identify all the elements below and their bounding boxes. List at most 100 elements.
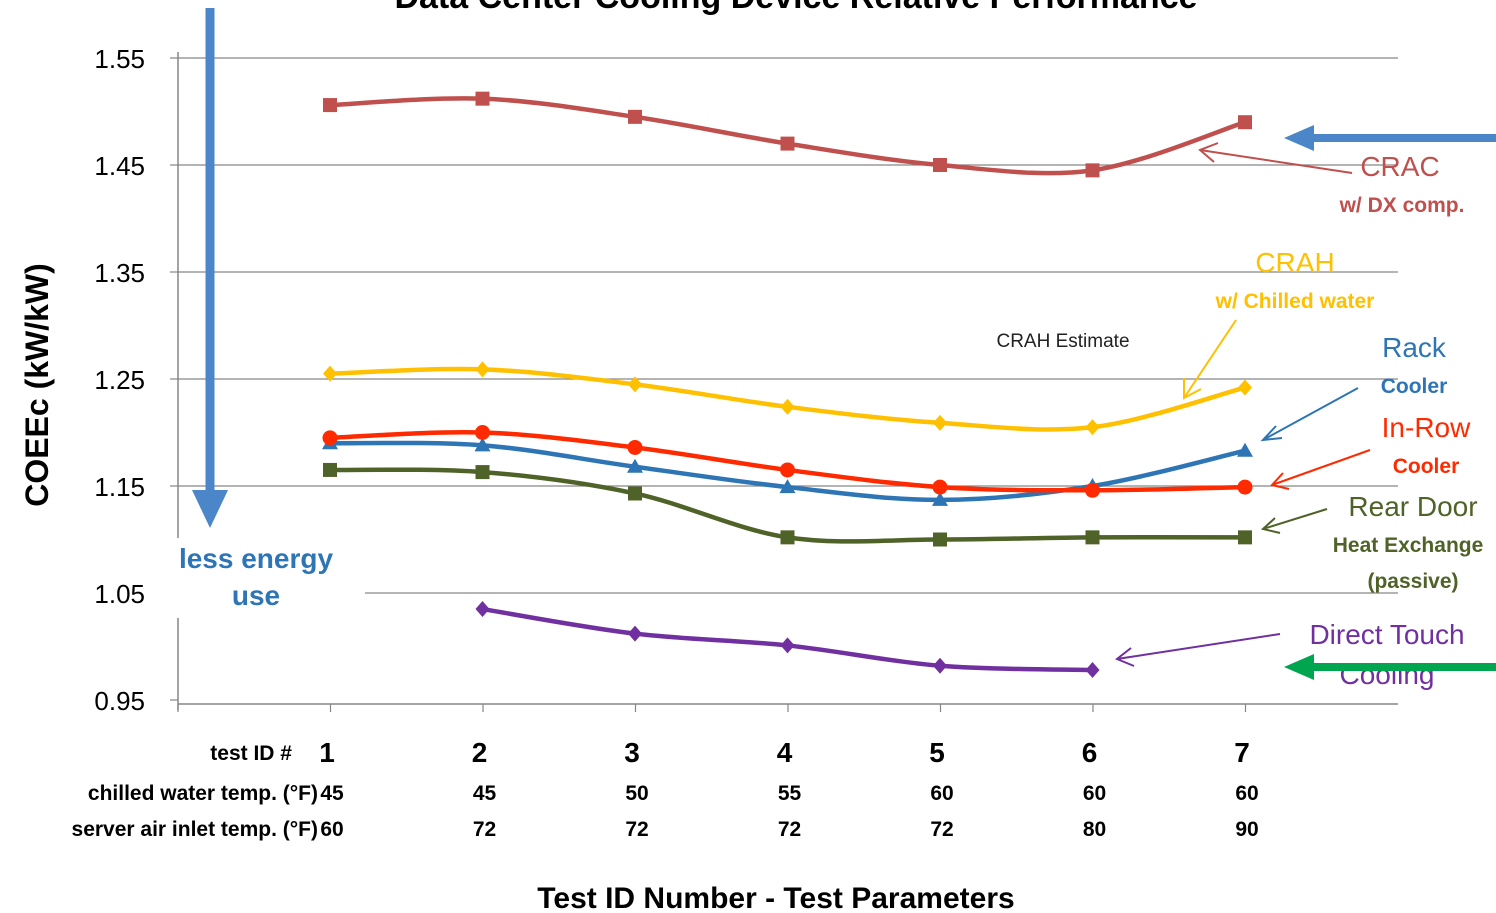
data-point (628, 625, 642, 642)
less-energy-label-line2: use (232, 580, 280, 611)
data-point (1238, 379, 1252, 396)
data-point (1085, 530, 1100, 545)
top-blue-arrow (1284, 125, 1496, 151)
y-tick-label: 1.45 (94, 151, 145, 181)
data-point (323, 462, 337, 477)
data-point (323, 98, 337, 113)
y-tick-label: 1.05 (94, 579, 145, 609)
y-tick-label: 1.35 (94, 258, 145, 288)
data-point (932, 491, 948, 506)
param-value: 72 (778, 818, 801, 841)
data-point (1085, 662, 1100, 679)
crah-pointer-arrow (1183, 319, 1237, 400)
data-point (1238, 115, 1252, 130)
label-crac: CRAC (1360, 151, 1439, 182)
param-value: 1 (319, 737, 335, 768)
label-rack-sub: Cooler (1381, 375, 1448, 398)
y-axis-ticks: 1.55 1.45 1.35 1.25 1.15 1.05 0.95 (94, 44, 178, 716)
data-point (1238, 530, 1252, 545)
param-value: 2 (472, 737, 488, 768)
x-axis-ticks (177, 704, 1247, 712)
series-group (322, 91, 1253, 679)
data-point (780, 398, 795, 415)
data-point (779, 479, 796, 494)
data-point (627, 439, 643, 455)
reardoor-pointer-arrow (1260, 508, 1328, 534)
label-inrow: In-Row (1382, 412, 1471, 443)
y-axis-label: COEEc (kW/kW) (19, 263, 55, 507)
data-point (780, 462, 795, 478)
data-point (475, 91, 490, 106)
data-point (475, 425, 490, 440)
bottom-green-arrow (1284, 654, 1496, 680)
crah-estimate-annotation: CRAH Estimate (996, 331, 1129, 352)
series-crah (323, 361, 1252, 436)
param-value: 60 (1083, 782, 1106, 805)
param-value: 45 (473, 782, 497, 805)
data-point (628, 109, 642, 124)
label-inrow-sub: Cooler (1393, 455, 1460, 478)
series-in-row (322, 425, 1253, 498)
label-directtouch: Direct Touch (1309, 619, 1464, 650)
label-crah: CRAH (1255, 247, 1334, 278)
data-point (475, 361, 490, 378)
param-value: 90 (1235, 818, 1258, 841)
data-point (628, 486, 642, 501)
data-point (1085, 419, 1100, 436)
param-row-label: server air inlet temp. (°F) (72, 818, 318, 841)
label-crac-sub: w/ DX comp. (1339, 194, 1465, 217)
y-tick-label: 1.25 (94, 365, 145, 395)
data-point (933, 657, 947, 674)
label-reardoor-sub2: (passive) (1367, 570, 1458, 593)
series-crac (323, 91, 1252, 178)
label-crah-sub: w/ Chilled water (1215, 290, 1375, 313)
data-point (627, 458, 643, 473)
param-value: 72 (930, 818, 953, 841)
data-point (933, 414, 947, 431)
data-point (933, 532, 947, 547)
param-row-label: test ID # (210, 742, 292, 765)
data-point (780, 637, 795, 654)
param-value: 72 (625, 818, 648, 841)
parameter-table: test ID # 1 2 3 4 5 6 7 chilled water temp. (°F)… (72, 737, 1259, 841)
param-value: 5 (929, 737, 945, 768)
inrow-pointer-arrow (1270, 449, 1371, 490)
label-reardoor: Rear Door (1348, 491, 1477, 522)
param-value: 55 (778, 782, 802, 805)
directtouch-pointer-arrow (1115, 633, 1281, 667)
series-direct-touch (475, 601, 1100, 679)
data-point (323, 365, 337, 382)
y-tick-label: 0.95 (94, 686, 145, 716)
rack-pointer-arrow (1260, 387, 1359, 442)
data-point (475, 465, 490, 480)
data-point (1085, 163, 1100, 178)
data-point (932, 479, 948, 495)
param-value: 6 (1082, 737, 1098, 768)
param-value: 3 (624, 737, 640, 768)
data-point (322, 430, 338, 446)
param-value: 80 (1083, 818, 1106, 841)
series-rear-door (323, 462, 1252, 547)
y-tick-label: 1.55 (94, 44, 145, 74)
less-energy-label-line1: less energy (179, 543, 334, 574)
param-value: 7 (1234, 737, 1250, 768)
param-row-label: chilled water temp. (°F) (88, 782, 318, 805)
less-energy-arrow (192, 8, 228, 528)
pointer-arrows (1115, 142, 1371, 667)
x-axis-label: Test ID Number - Test Parameters (537, 882, 1014, 913)
param-value: 60 (930, 782, 953, 805)
data-point (474, 437, 491, 452)
chart-title: Data Center Cooling Device Relative Perf… (394, 0, 1197, 16)
data-point (1085, 482, 1100, 498)
data-point (780, 530, 795, 545)
label-reardoor-sub: Heat Exchange (1333, 534, 1484, 557)
data-point (780, 136, 795, 151)
data-point (1237, 479, 1253, 495)
param-value: 60 (320, 818, 343, 841)
label-rack: Rack (1382, 332, 1447, 363)
legend-labels: CRAC w/ DX comp. CRAH w/ Chilled water R… (1215, 151, 1484, 690)
data-point (475, 601, 490, 618)
param-value: 50 (625, 782, 648, 805)
crac-pointer-arrow (1198, 142, 1353, 174)
